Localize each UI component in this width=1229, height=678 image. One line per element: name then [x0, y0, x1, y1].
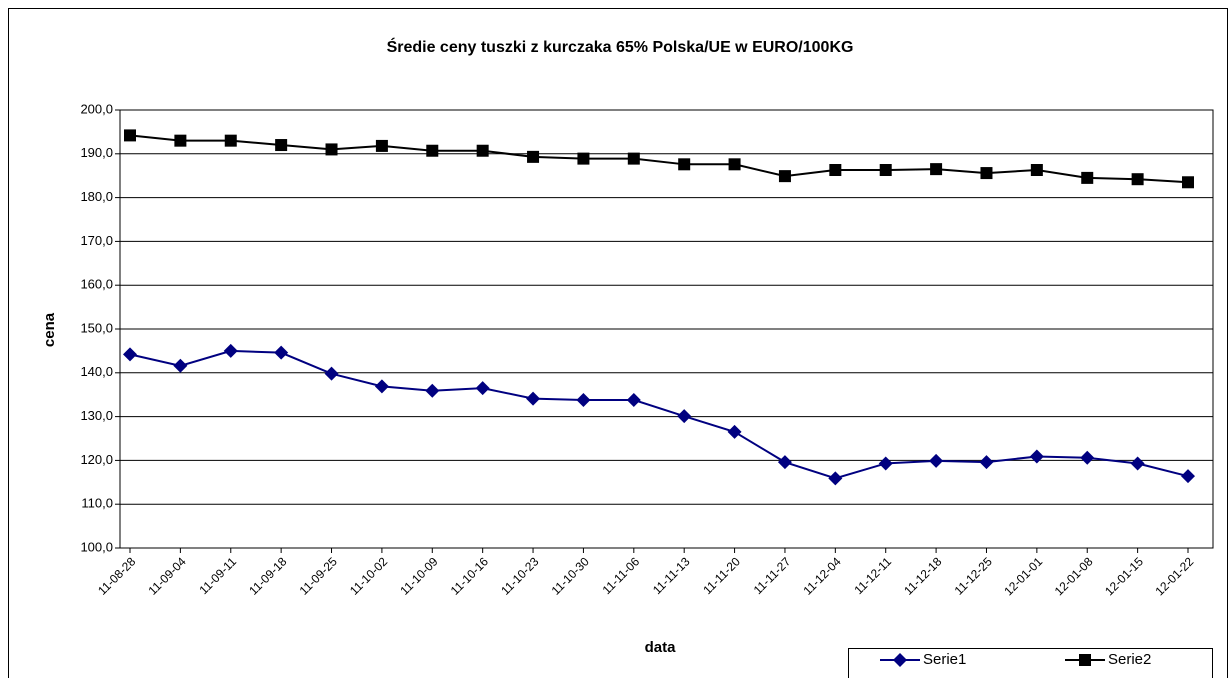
- point: [123, 347, 137, 362]
- point: [979, 455, 994, 470]
- point: [930, 163, 943, 176]
- point: [526, 391, 541, 406]
- point: [374, 379, 389, 394]
- point: [1081, 171, 1094, 184]
- point: [124, 129, 136, 142]
- chart-title: Średie ceny tuszki z kurczaka 65% Polska…: [387, 37, 854, 56]
- point: [677, 409, 692, 424]
- y-tick-label: 140,0: [80, 364, 113, 379]
- point: [425, 383, 440, 398]
- legend-label: Serie1: [923, 651, 966, 668]
- point: [627, 152, 640, 165]
- y-tick-label: 180,0: [80, 189, 113, 204]
- point: [727, 424, 742, 439]
- point: [1131, 173, 1144, 186]
- y-tick-label: 170,0: [80, 233, 113, 248]
- point: [777, 455, 792, 470]
- point: [1181, 469, 1195, 484]
- point: [223, 343, 238, 358]
- y-tick-label: 150,0: [80, 320, 113, 335]
- legend-marker: [1079, 654, 1091, 666]
- point: [576, 392, 591, 407]
- y-tick-label: 110,0: [81, 496, 113, 511]
- point: [224, 134, 237, 147]
- point: [325, 143, 338, 156]
- point: [1029, 449, 1044, 464]
- point: [577, 152, 590, 165]
- legend-marker: [893, 653, 907, 667]
- point: [173, 358, 188, 373]
- point: [929, 453, 944, 468]
- point: [778, 170, 791, 183]
- point: [626, 392, 641, 407]
- point: [678, 158, 691, 171]
- point: [475, 381, 490, 396]
- series-line: [129, 134, 1189, 184]
- point: [828, 471, 843, 486]
- point: [1030, 164, 1043, 177]
- point: [274, 345, 289, 360]
- legend-label: Serie2: [1108, 651, 1151, 668]
- y-tick-label: 100,0: [80, 539, 113, 554]
- y-tick-label: 130,0: [80, 408, 113, 423]
- y-tick-label: 120,0: [80, 452, 113, 467]
- point: [879, 164, 892, 177]
- x-axis-label: data: [645, 639, 677, 656]
- point: [878, 456, 893, 471]
- series-line: [129, 349, 1189, 480]
- point: [174, 134, 187, 147]
- y-tick-label: 190,0: [80, 145, 113, 160]
- point: [324, 366, 339, 381]
- point: [476, 144, 489, 157]
- point: [1080, 450, 1095, 465]
- point: [275, 139, 288, 152]
- y-tick-label: 160,0: [80, 277, 113, 292]
- point: [829, 164, 842, 177]
- y-tick-label: 200,0: [80, 101, 113, 116]
- point: [375, 139, 388, 152]
- point: [1130, 456, 1145, 471]
- point: [728, 158, 741, 171]
- point: [527, 150, 540, 163]
- point: [980, 167, 993, 180]
- point: [1182, 176, 1194, 189]
- point: [426, 144, 439, 157]
- y-axis-label: cena: [41, 312, 58, 347]
- legend-box: [848, 648, 1213, 678]
